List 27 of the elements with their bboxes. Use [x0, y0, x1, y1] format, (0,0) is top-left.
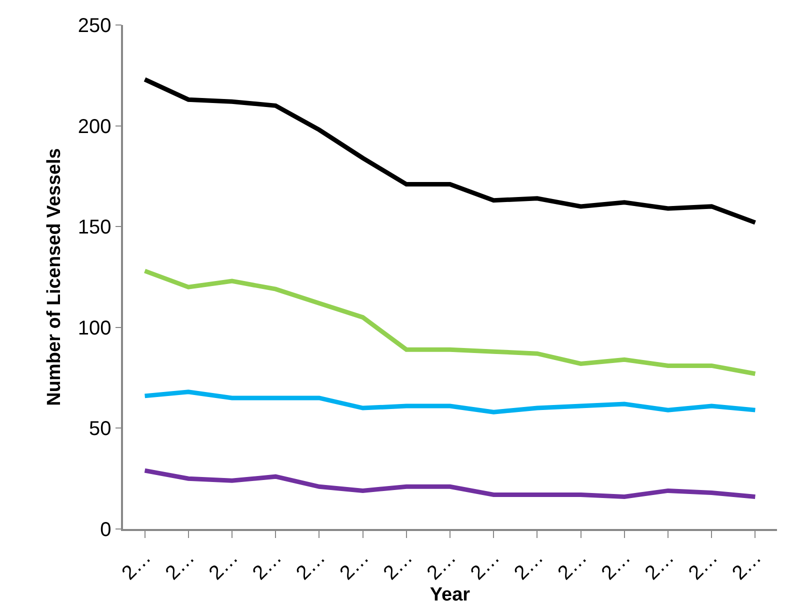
x-tick-label: 2…: [336, 546, 374, 584]
y-tick-label: 50: [89, 418, 112, 440]
x-tick-label: 2…: [118, 546, 156, 584]
x-tick-label: 2…: [510, 546, 548, 584]
y-tick-label: 100: [78, 317, 112, 340]
y-tick-label: 250: [78, 15, 112, 37]
x-tick-label: 2…: [554, 546, 592, 584]
line-series: [142, 77, 758, 225]
y-tick-label: 200: [78, 116, 112, 138]
x-tick-label: 2…: [466, 546, 504, 584]
x-tick-label: 2…: [597, 546, 636, 584]
x-tick-label: 2…: [161, 546, 200, 584]
x-tick-label: 2…: [205, 546, 243, 584]
x-tick-label: 2…: [684, 546, 722, 584]
y-axis-title: Number of Licensed Vessels: [44, 148, 66, 406]
x-tick-label: 2…: [728, 546, 766, 584]
x-tick-label: 2…: [641, 546, 679, 584]
x-tick-label: 2…: [423, 546, 461, 584]
line-series: [142, 468, 758, 499]
y-tick-label: 0: [100, 519, 112, 541]
y-tick-label: 150: [78, 216, 112, 239]
line-series: [142, 268, 758, 376]
x-tick-label: 2…: [379, 546, 418, 584]
line-series: [142, 390, 758, 414]
x-tick-label: 2…: [248, 546, 286, 584]
x-axis-title: Year: [430, 584, 471, 606]
x-tick-label: 2…: [292, 546, 330, 584]
